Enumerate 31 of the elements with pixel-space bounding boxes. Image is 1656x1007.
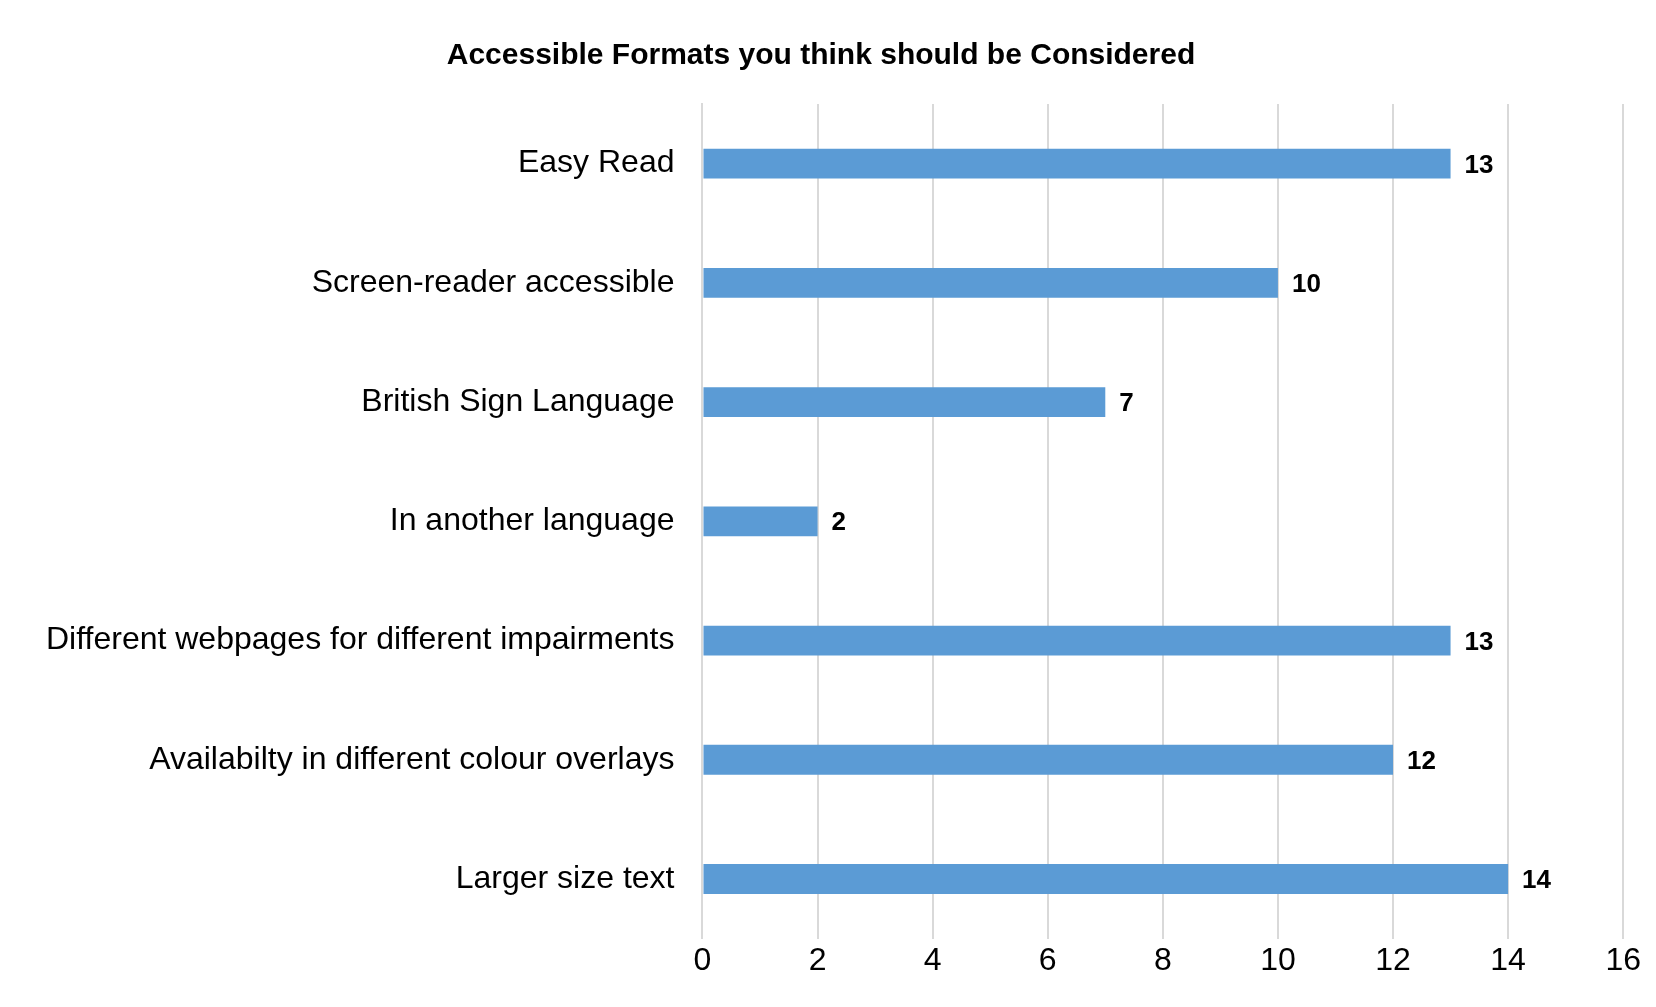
x-tick-label: 2 (808, 940, 827, 977)
data-label: 7 (1119, 387, 1134, 418)
y-tick-label: Larger size text (455, 858, 675, 895)
bar (703, 625, 1451, 656)
x-tick-label: 16 (1605, 940, 1641, 977)
y-tick-label: Different webpages for different impairments (46, 620, 675, 657)
y-tick-label: Availabilty in different colour overlays (149, 739, 675, 776)
x-tick-label: 14 (1490, 940, 1526, 977)
data-label: 2 (831, 506, 847, 537)
y-tick-label: British Sign Language (361, 381, 675, 418)
data-label: 13 (1464, 148, 1494, 179)
bar (703, 267, 1278, 298)
bar (703, 506, 818, 537)
bar (703, 148, 1451, 179)
bar (703, 744, 1394, 775)
x-tick-label: 0 (693, 940, 712, 977)
x-tick-label: 6 (1038, 940, 1057, 977)
x-tick-label: 12 (1375, 940, 1411, 977)
y-tick-label: Screen-reader accessible (311, 262, 675, 299)
data-label: 12 (1407, 744, 1436, 775)
bar (703, 864, 1509, 894)
x-tick-label: 10 (1260, 940, 1296, 977)
y-tick-label: Easy Read (517, 143, 675, 180)
data-label: 14 (1522, 864, 1552, 895)
chart-title: Accessible Formats you think should be Considered (446, 37, 1196, 71)
bar (703, 387, 1106, 417)
data-label: 13 (1464, 625, 1494, 656)
data-label: 10 (1291, 268, 1321, 299)
y-tick-label: In another language (389, 501, 675, 538)
x-tick-label: 8 (1153, 940, 1172, 977)
x-tick-label: 4 (923, 940, 942, 977)
